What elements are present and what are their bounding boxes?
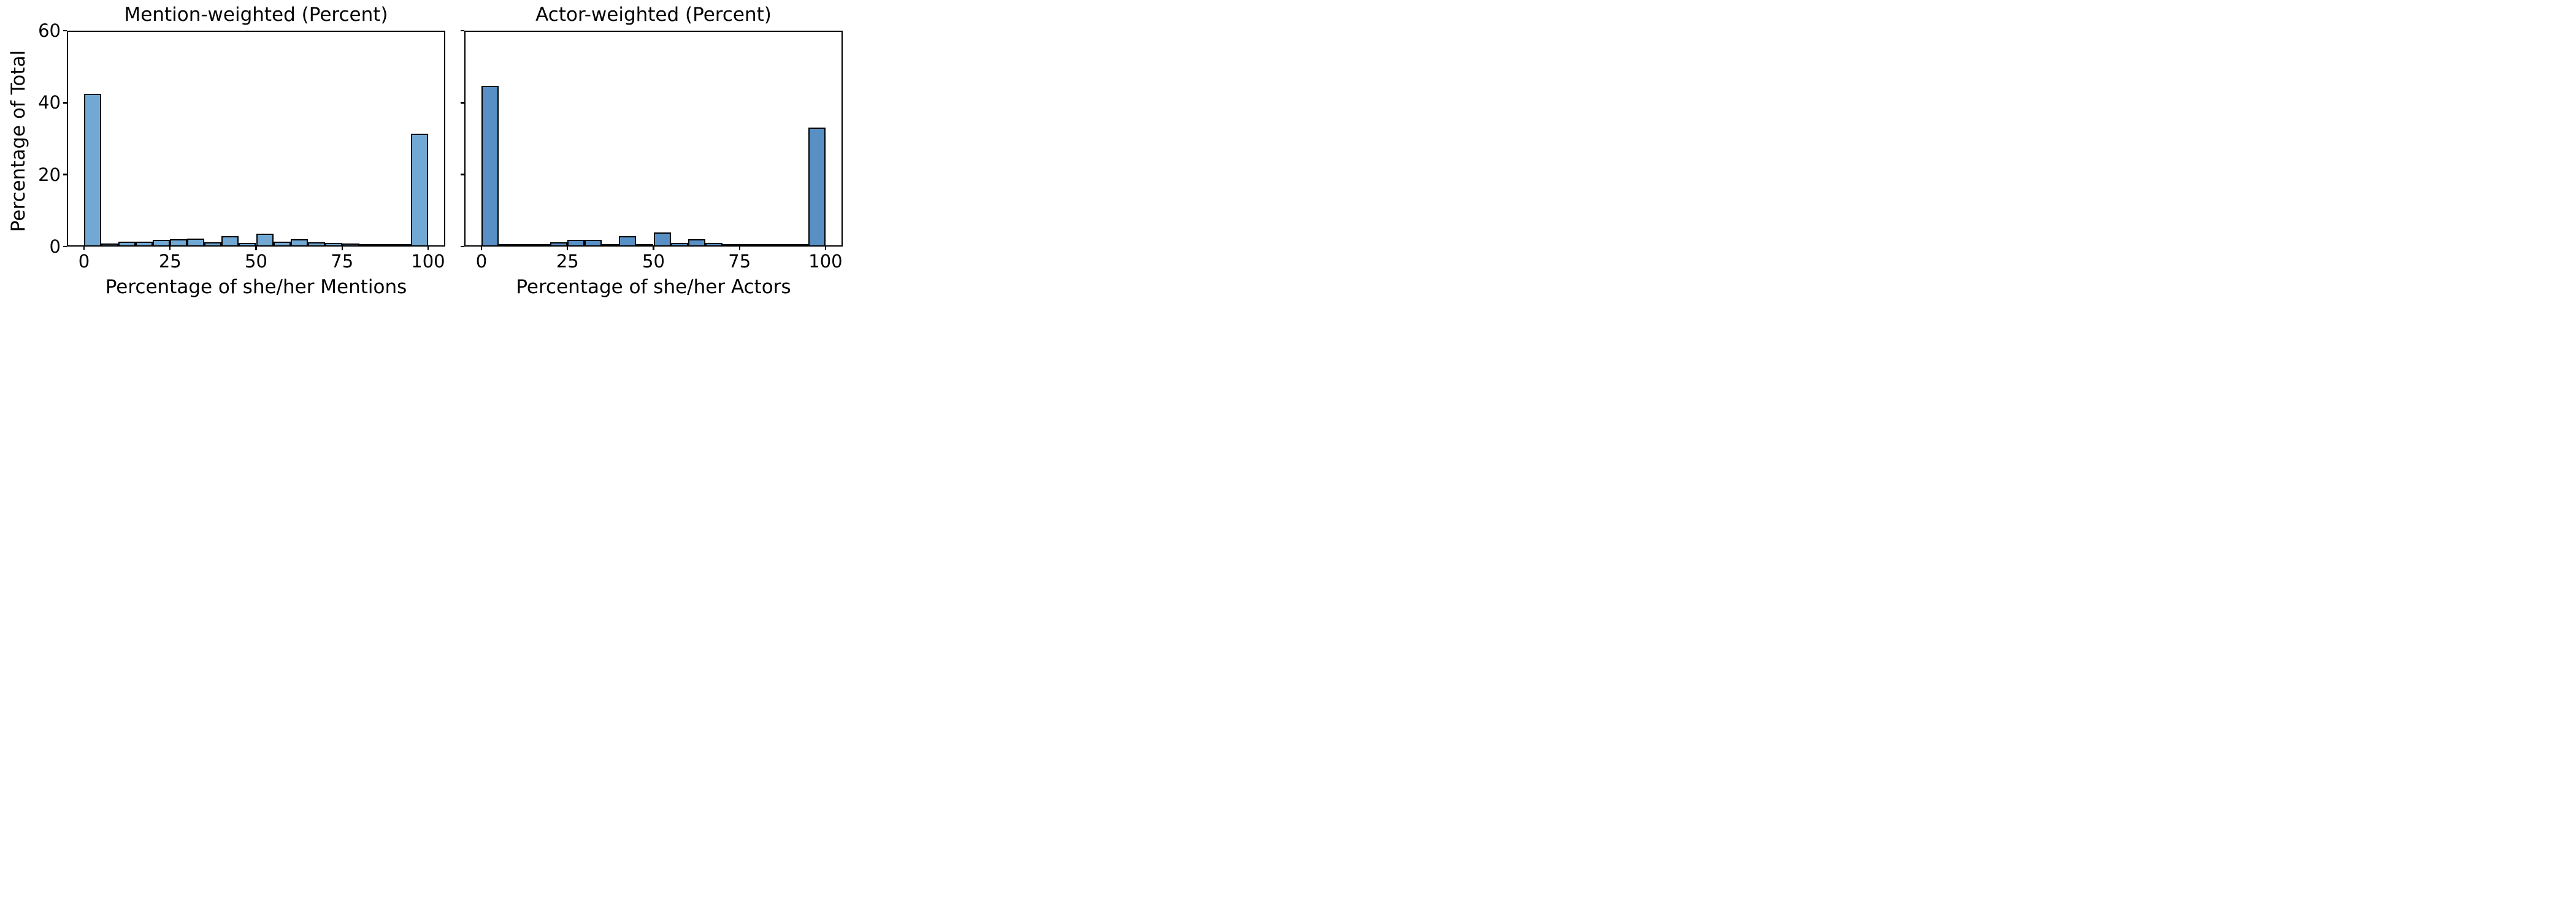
histogram-bar bbox=[567, 240, 585, 247]
histogram-bar bbox=[376, 244, 394, 247]
histogram-bar bbox=[118, 241, 136, 247]
x-tick-mark bbox=[427, 247, 429, 250]
histogram-bar bbox=[307, 242, 325, 247]
y-tick-mark bbox=[461, 29, 464, 32]
histogram-bar bbox=[653, 232, 671, 247]
histogram-bar bbox=[585, 240, 602, 247]
y-tick-label: 20 bbox=[38, 164, 61, 185]
x-tick-label: 50 bbox=[245, 251, 267, 272]
histogram-bar bbox=[290, 239, 308, 247]
y-tick-label: 60 bbox=[38, 20, 61, 41]
y-tick-mark bbox=[461, 174, 464, 175]
histogram-bar bbox=[808, 128, 826, 247]
histogram-bar bbox=[256, 233, 274, 247]
histogram-bar bbox=[153, 239, 171, 247]
y-tick-mark bbox=[63, 102, 67, 104]
y-tick-label: 0 bbox=[49, 236, 61, 257]
histogram-bar bbox=[239, 243, 256, 247]
y-axis-label: Percentage of Total bbox=[7, 50, 29, 232]
x-tick-mark bbox=[738, 247, 740, 250]
plot-title: Mention-weighted (Percent) bbox=[124, 4, 388, 26]
histogram-bar bbox=[533, 243, 551, 247]
x-tick-label: 50 bbox=[642, 251, 665, 272]
histogram-bar bbox=[359, 243, 377, 247]
histogram-bar bbox=[84, 94, 102, 247]
plot-title: Actor-weighted (Percent) bbox=[535, 4, 772, 26]
y-tick-label: 40 bbox=[38, 92, 61, 113]
histogram-bar bbox=[393, 244, 411, 247]
histogram-bar bbox=[722, 244, 740, 247]
x-tick-mark bbox=[169, 247, 171, 250]
histogram-bar bbox=[602, 243, 619, 247]
histogram-bar bbox=[739, 244, 757, 247]
x-tick-mark bbox=[83, 247, 85, 250]
histogram-bar bbox=[324, 243, 342, 247]
x-tick-mark bbox=[567, 247, 569, 250]
x-tick-label: 25 bbox=[158, 251, 182, 272]
x-tick-label: 100 bbox=[411, 251, 445, 272]
x-tick-mark bbox=[341, 247, 343, 250]
histogram-bar bbox=[688, 239, 705, 247]
y-tick-mark bbox=[63, 245, 67, 248]
histogram-bar bbox=[204, 242, 222, 247]
x-axis-label: Percentage of she/her Actors bbox=[516, 276, 791, 298]
histogram-bar bbox=[342, 243, 359, 247]
y-tick-mark bbox=[63, 174, 67, 175]
x-tick-label: 0 bbox=[475, 251, 488, 272]
bars-layer bbox=[464, 31, 843, 247]
histogram-bar bbox=[791, 244, 808, 247]
y-tick-mark bbox=[63, 29, 67, 32]
x-tick-mark bbox=[653, 247, 654, 250]
x-tick-label: 75 bbox=[331, 251, 354, 272]
y-tick-mark bbox=[461, 245, 464, 248]
plot-area bbox=[67, 31, 445, 247]
histogram-bar bbox=[705, 242, 723, 247]
x-tick-label: 25 bbox=[556, 251, 579, 272]
histogram-bar bbox=[187, 238, 205, 247]
x-tick-label: 0 bbox=[78, 251, 90, 272]
y-tick-mark bbox=[461, 102, 464, 104]
histogram-bar bbox=[516, 243, 534, 247]
histogram-bar bbox=[221, 236, 239, 247]
histogram-bar bbox=[170, 239, 188, 247]
histogram-bar bbox=[619, 236, 637, 247]
histogram-bar bbox=[101, 243, 119, 247]
histogram-bar bbox=[410, 134, 428, 247]
x-tick-label: 75 bbox=[728, 251, 751, 272]
x-tick-mark bbox=[255, 247, 257, 250]
x-axis-label: Percentage of she/her Mentions bbox=[105, 276, 407, 298]
x-tick-mark bbox=[824, 247, 827, 250]
histogram-bar bbox=[550, 242, 568, 247]
x-tick-label: 100 bbox=[808, 251, 843, 272]
bars-layer bbox=[67, 31, 445, 247]
histogram-bar bbox=[273, 242, 291, 247]
x-tick-mark bbox=[480, 247, 483, 250]
plot-area bbox=[464, 31, 843, 247]
histogram-bar bbox=[773, 244, 791, 247]
figure: Percentage of Total Mention-weighted (Pe… bbox=[0, 0, 859, 307]
histogram-bar bbox=[136, 241, 153, 247]
histogram-bar bbox=[636, 244, 654, 247]
histogram-bar bbox=[481, 86, 499, 247]
histogram-bar bbox=[670, 242, 688, 247]
histogram-bar bbox=[756, 244, 774, 247]
histogram-bar bbox=[499, 244, 516, 247]
